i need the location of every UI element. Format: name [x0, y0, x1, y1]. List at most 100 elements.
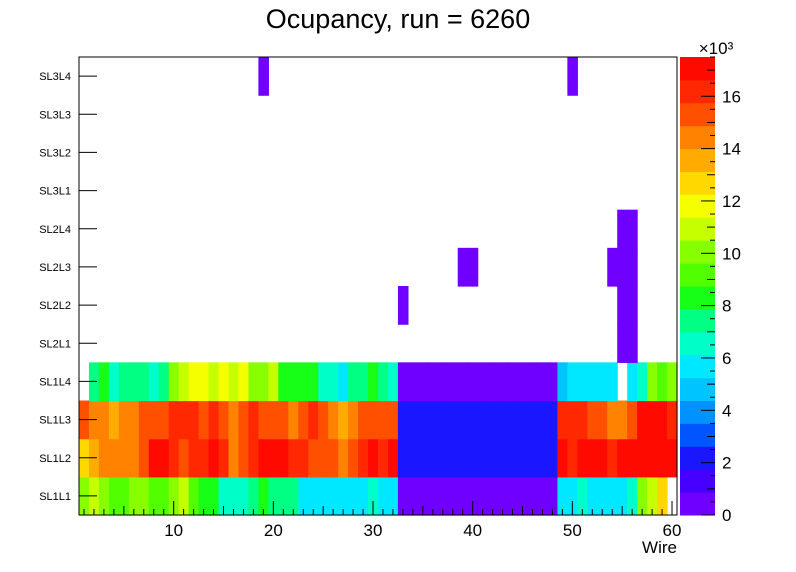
heatmap-cell [487, 476, 499, 516]
heatmap-cell [138, 438, 150, 478]
heatmap-cell [308, 438, 319, 478]
z-tick-label: 2 [722, 454, 731, 473]
heatmap-cell [627, 209, 638, 249]
heatmap-cell [348, 438, 359, 478]
heatmap-cell [128, 438, 140, 478]
y-tick-label: SL2L1 [39, 338, 71, 350]
heatmap-cell [228, 400, 240, 440]
heatmap-cell [328, 362, 339, 402]
heatmap-cell [258, 362, 269, 402]
heatmap-cell [537, 438, 549, 478]
heatmap-cell [397, 476, 409, 516]
heatmap-cell [198, 476, 210, 516]
heatmap-cell [298, 438, 309, 478]
z-tick-label: 14 [722, 140, 741, 159]
z-tick-label: 0 [722, 506, 731, 525]
heatmap-cell [647, 400, 658, 440]
heatmap-cell [427, 400, 439, 440]
heatmap-cell [108, 400, 120, 440]
palette-swatch [680, 286, 715, 310]
heatmap-cell [278, 476, 289, 516]
y-tick-label: SL3L4 [39, 71, 71, 83]
heatmap-cell [148, 400, 160, 440]
heatmap-cell [228, 362, 240, 402]
heatmap-cell [397, 438, 409, 478]
heatmap-cell [178, 476, 190, 516]
heatmap-cell [397, 362, 409, 402]
heatmap-cell [597, 362, 608, 402]
palette-swatch [680, 492, 715, 516]
z-tick-label: 4 [722, 401, 731, 420]
y-axis: SL1L1 SL1L2 SL1L3 SL1L4 SL2L1 SL2L2 SL2L3 SL2L4… [39, 71, 97, 503]
heatmap-cell [338, 362, 349, 402]
heatmap-cell [268, 362, 279, 402]
chart-title: Ocupancy, run = 6260 [265, 4, 531, 34]
heatmap-cell [378, 438, 389, 478]
heatmap-cell [607, 247, 618, 287]
heatmap-cell [308, 362, 319, 402]
heatmap-cell [517, 438, 529, 478]
heatmap-cell [378, 476, 389, 516]
heatmap-cell [288, 438, 299, 478]
palette-swatch [680, 377, 715, 401]
heatmap-cell [308, 400, 319, 440]
heatmap-cell [98, 400, 110, 440]
heatmap-cell [527, 438, 539, 478]
y-tick-label: SL2L3 [39, 262, 71, 274]
heatmap-cell [338, 400, 349, 440]
heatmap-cell [328, 438, 339, 478]
heatmap-cell [208, 400, 220, 440]
x-tick-label: 10 [164, 521, 183, 540]
heatmap-cell [378, 362, 389, 402]
heatmap-cell [198, 438, 210, 478]
heatmap-cell [158, 438, 170, 478]
heatmap-cell [467, 476, 479, 516]
heatmap-cell [627, 286, 638, 325]
z-tick-label: 8 [722, 297, 731, 316]
heatmap-cell [567, 438, 578, 478]
heatmap-cell [188, 476, 200, 516]
heatmap-cell [517, 362, 529, 402]
heatmap-cell [467, 400, 479, 440]
heatmap-cell [387, 476, 399, 516]
heatmap-cell [637, 362, 648, 402]
heatmap-cell [417, 400, 429, 440]
heatmap-cell [298, 476, 309, 516]
heatmap-cell [547, 362, 558, 402]
heatmap-cell [527, 362, 539, 402]
heatmap-cell [627, 362, 638, 402]
heatmap-cell [248, 362, 259, 402]
heatmap-cell [328, 476, 339, 516]
heatmap-cell [657, 476, 668, 516]
heatmap-cell [587, 362, 598, 402]
heatmap-cell [447, 438, 459, 478]
heatmap-cell [108, 362, 120, 402]
z-axis: 0 2 4 6 8 10 12 14 16 ×10³ [699, 39, 741, 525]
heatmap-cell [348, 476, 359, 516]
x-tick-label: 60 [663, 521, 682, 540]
heatmap-cell [437, 362, 449, 402]
heatmap-cell [118, 400, 130, 440]
heatmap-cell [417, 476, 429, 516]
heatmap-cell [497, 438, 509, 478]
heatmap-cell [198, 362, 210, 402]
heatmap-cell [617, 247, 628, 287]
heatmap-cell [627, 438, 638, 478]
heatmap-cell [338, 438, 349, 478]
heatmap-cell [328, 400, 339, 440]
heatmap-cell [258, 438, 269, 478]
heatmap-cell [118, 438, 130, 478]
heatmap-cell [567, 476, 578, 516]
heatmap-cell [647, 476, 658, 516]
heatmap-cell [497, 400, 509, 440]
heatmap-cell [527, 400, 539, 440]
heatmap-cell [617, 324, 628, 363]
heatmap-cell [318, 362, 329, 402]
heatmap-cell [447, 476, 459, 516]
heatmap-cell [368, 400, 379, 440]
heatmap-cell [387, 362, 399, 402]
palette-swatch [680, 263, 715, 287]
heatmap-cell [238, 476, 250, 516]
heatmap-cell [387, 438, 399, 478]
heatmap-cell [607, 362, 618, 402]
